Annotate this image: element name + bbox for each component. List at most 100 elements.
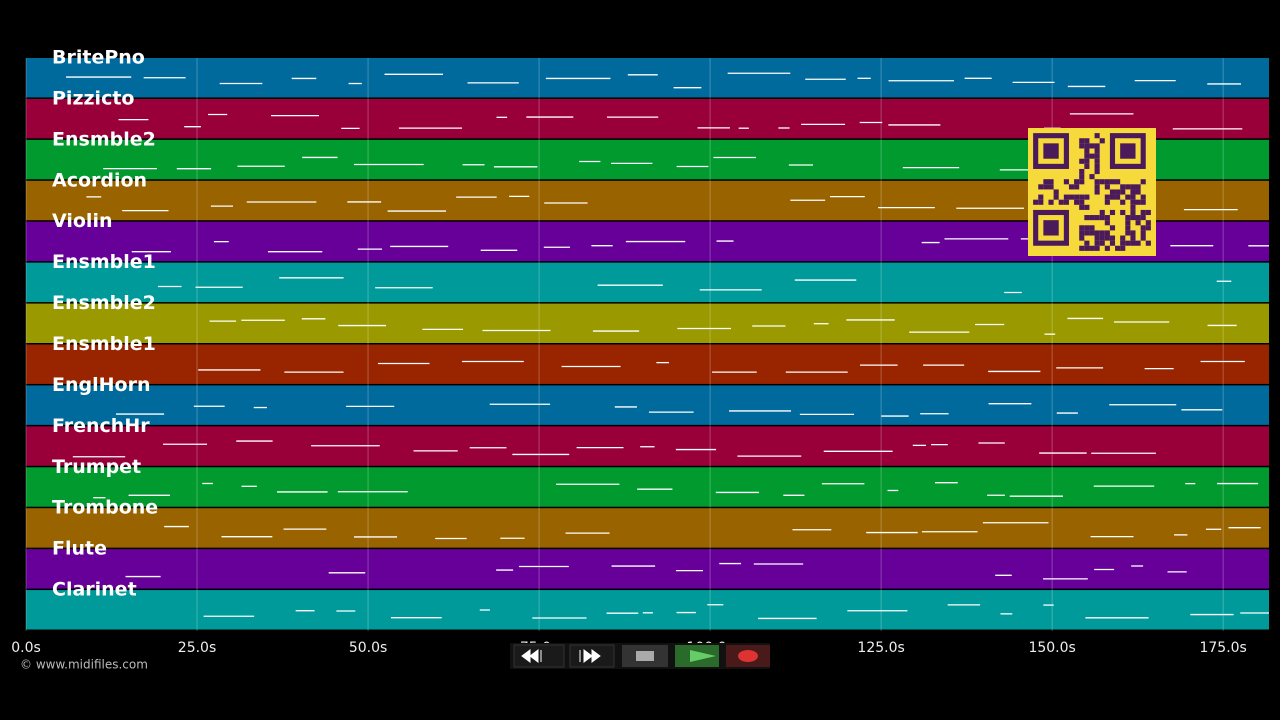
qr-module xyxy=(1084,148,1090,154)
qr-module xyxy=(1068,184,1075,190)
qr-module xyxy=(1135,184,1141,190)
qr-module xyxy=(1130,189,1136,195)
track-band xyxy=(26,385,1269,425)
qr-module xyxy=(1140,179,1146,185)
track-label: BritePno xyxy=(52,47,145,69)
qr-module xyxy=(1079,245,1085,251)
qr-module xyxy=(1140,209,1146,216)
qr-module xyxy=(1099,240,1105,246)
qr-module xyxy=(1130,240,1136,246)
qr-module xyxy=(1125,184,1131,190)
qr-module xyxy=(1079,168,1085,175)
time-tick-label: 50.0s xyxy=(349,640,387,656)
qr-module xyxy=(1079,194,1085,200)
forward-button[interactable] xyxy=(569,644,615,668)
qr-module xyxy=(1084,138,1090,144)
qr-module xyxy=(1048,184,1054,190)
qr-code xyxy=(1028,128,1156,256)
qr-module xyxy=(1125,194,1131,200)
qr-module xyxy=(1094,184,1100,190)
track-label: Trumpet xyxy=(52,456,141,478)
track-band xyxy=(26,262,1269,303)
transport xyxy=(510,643,770,669)
qr-module xyxy=(1140,235,1146,241)
qr-module xyxy=(1135,215,1141,221)
qr-module xyxy=(1140,215,1146,221)
qr-module xyxy=(1140,230,1146,236)
qr-module xyxy=(1104,215,1110,221)
qr-module xyxy=(1038,184,1044,190)
time-tick-label: 0.0s xyxy=(11,640,41,656)
qr-module xyxy=(1063,199,1069,205)
record-button[interactable] xyxy=(726,645,770,667)
qr-module xyxy=(1089,225,1095,231)
qr-module xyxy=(1089,174,1095,180)
track-label: Ensmble2 xyxy=(52,292,156,314)
qr-module xyxy=(1145,220,1151,226)
qr-module xyxy=(1104,220,1110,226)
qr-module xyxy=(1145,209,1151,216)
qr-module xyxy=(1104,245,1110,251)
qr-module xyxy=(1109,194,1116,200)
track-label: Ensmble1 xyxy=(52,333,156,355)
qr-module xyxy=(1099,215,1105,221)
qr-module xyxy=(1135,189,1141,195)
track-band xyxy=(26,590,1269,630)
qr-module xyxy=(1109,225,1116,231)
qr-module xyxy=(1094,245,1100,251)
qr-module xyxy=(1145,225,1151,231)
qr-module xyxy=(1058,199,1064,205)
stop-button[interactable] xyxy=(622,645,668,667)
qr-module xyxy=(1033,199,1039,205)
qr-module xyxy=(1089,230,1095,236)
qr-module xyxy=(1079,174,1085,180)
qr-module xyxy=(1094,240,1100,246)
qr-module xyxy=(1094,215,1100,221)
qr-module xyxy=(1079,204,1085,210)
qr-module xyxy=(1130,215,1136,221)
qr-module xyxy=(1109,189,1116,195)
qr-module xyxy=(1038,194,1044,200)
qr-module xyxy=(1079,199,1085,205)
qr-module xyxy=(1104,199,1110,205)
track-band xyxy=(26,549,1269,589)
qr-module xyxy=(1104,179,1110,185)
qr-module xyxy=(1094,168,1100,175)
qr-finder xyxy=(1043,220,1059,236)
track-band xyxy=(26,426,1269,466)
qr-module xyxy=(1130,204,1136,210)
rewind-button[interactable] xyxy=(513,644,565,668)
qr-module xyxy=(1130,235,1136,241)
qr-module xyxy=(1048,199,1054,205)
time-tick-label: 25.0s xyxy=(178,640,216,656)
qr-finder xyxy=(1120,143,1136,159)
qr-module xyxy=(1115,245,1121,251)
qr-module xyxy=(1104,230,1110,236)
track-label: Ensmble1 xyxy=(52,251,156,273)
qr-module xyxy=(1094,153,1100,159)
time-tick-label: 125.0s xyxy=(857,640,904,656)
track-label: Ensmble2 xyxy=(52,128,156,150)
copyright: © www.midifiles.com xyxy=(20,658,148,672)
qr-module xyxy=(1074,194,1080,200)
qr-module xyxy=(1125,215,1131,221)
qr-module xyxy=(1084,158,1090,164)
qr-module xyxy=(1079,138,1085,144)
qr-module xyxy=(1104,184,1110,190)
qr-module xyxy=(1079,143,1085,149)
qr-module xyxy=(1053,194,1059,200)
qr-module xyxy=(1084,245,1090,251)
qr-module xyxy=(1099,179,1105,185)
qr-module xyxy=(1140,194,1146,200)
qr-module xyxy=(1115,189,1121,195)
qr-module xyxy=(1115,179,1121,185)
track-band xyxy=(26,58,1269,98)
play-button[interactable] xyxy=(675,645,719,667)
track-label: FrenchHr xyxy=(52,415,150,437)
qr-module xyxy=(1043,184,1049,190)
qr-module xyxy=(1094,189,1100,195)
qr-module xyxy=(1094,158,1100,164)
qr-module xyxy=(1079,230,1085,236)
qr-module xyxy=(1104,235,1110,241)
